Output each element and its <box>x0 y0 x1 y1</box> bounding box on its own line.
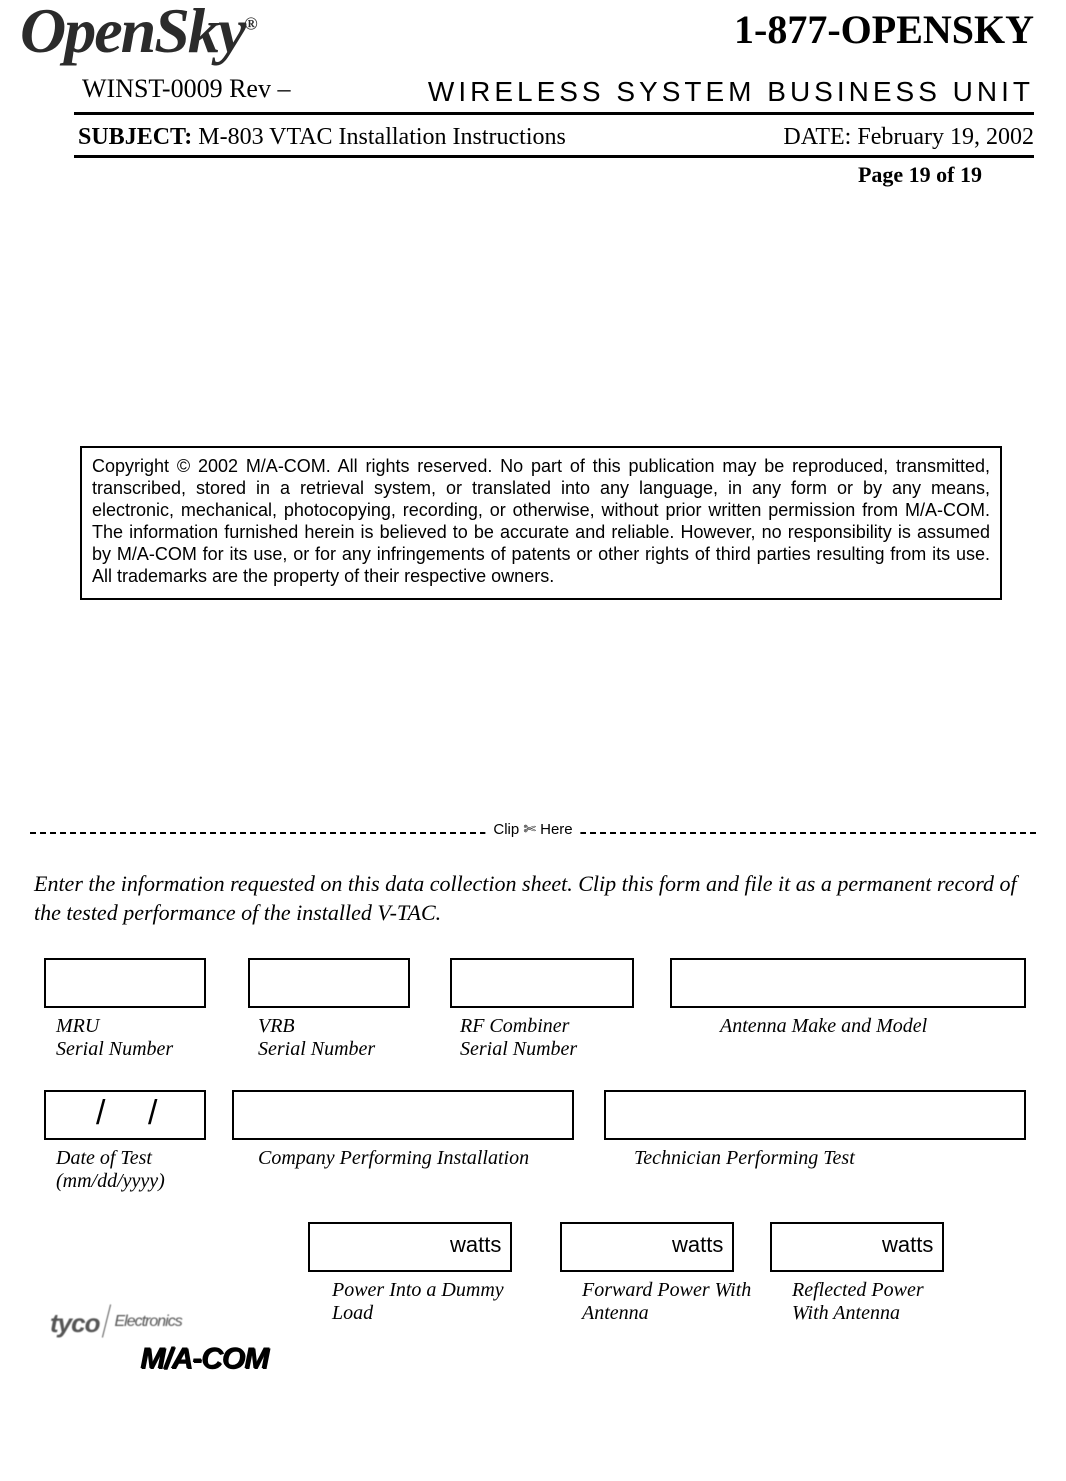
page-of: of <box>931 162 960 187</box>
technician-input[interactable] <box>604 1090 1026 1140</box>
form-instruction: Enter the information requested on this … <box>34 870 1032 927</box>
vrb-l1: VRB <box>258 1015 295 1037</box>
copyright-box: Copyright © 2002 M/A-COM. All rights res… <box>80 446 1002 600</box>
opensky-logo: OpenSky® <box>20 0 256 68</box>
date-text: February 19, 2002 <box>851 124 1034 150</box>
rf-l1: RF Combiner <box>460 1015 569 1037</box>
co-l1: Company Performing Installation <box>258 1147 529 1169</box>
dot-l1: Date of Test <box>56 1147 152 1169</box>
pdl-l1: Power Into a Dummy <box>332 1279 504 1301</box>
mru-serial-label: MRU Serial Number <box>56 1015 173 1061</box>
subject-label: SUBJECT: <box>78 124 192 150</box>
business-unit: WIRELESS SYSTEM BUSINESS UNIT <box>428 76 1034 108</box>
page-number: Page 19 of 19 <box>858 162 982 188</box>
clip-right: Here <box>536 821 573 838</box>
date-row: DATE: February 19, 2002 <box>783 124 1034 151</box>
page-label: Page <box>858 162 909 187</box>
date-of-test-input[interactable]: / / <box>44 1090 206 1140</box>
rf-combiner-serial-input[interactable] <box>450 958 634 1008</box>
tyco-text: tyco <box>50 1308 99 1338</box>
vrb-serial-input[interactable] <box>248 958 410 1008</box>
tyco-electronics-logo: tyco Electronics <box>50 1304 182 1339</box>
fp-l2: Antenna <box>582 1302 649 1324</box>
forward-power-label: Forward Power With Antenna <box>582 1279 751 1325</box>
registered-icon: ® <box>244 14 255 34</box>
rp-l1: Reflected Power <box>792 1279 924 1301</box>
dot-l2: (mm/dd/yyyy) <box>56 1170 165 1192</box>
subject-text: M-803 VTAC Installation Instructions <box>192 124 566 150</box>
date-label: DATE: <box>783 124 851 150</box>
page-total: 19 <box>960 162 982 187</box>
clip-label: Clip ✄ Here <box>485 820 580 838</box>
fp-l1: Forward Power With <box>582 1279 751 1301</box>
mru-l2: Serial Number <box>56 1038 173 1060</box>
header-rule-bottom <box>74 155 1034 158</box>
date-slash-2: / <box>148 1094 157 1133</box>
technician-label: Technician Performing Test <box>634 1147 855 1170</box>
vrb-l2: Serial Number <box>258 1038 375 1060</box>
phone-number: 1-877-OPENSKY <box>734 6 1034 53</box>
clip-here-line: Clip ✄ Here <box>30 820 1036 838</box>
page-current: 19 <box>909 162 931 187</box>
rf-l2: Serial Number <box>460 1038 577 1060</box>
tyco-separator <box>102 1304 111 1337</box>
mru-l1: MRU <box>56 1015 99 1037</box>
tech-l1: Technician Performing Test <box>634 1147 855 1169</box>
scissors-icon: ✄ <box>523 821 536 838</box>
watts-unit-1: watts <box>450 1232 501 1258</box>
watts-unit-3: watts <box>882 1232 933 1258</box>
rp-l2: With Antenna <box>792 1302 900 1324</box>
company-label: Company Performing Installation <box>258 1147 529 1170</box>
power-dummy-load-label: Power Into a Dummy Load <box>332 1279 504 1325</box>
rf-combiner-serial-label: RF Combiner Serial Number <box>460 1015 577 1061</box>
date-of-test-label: Date of Test (mm/dd/yyyy) <box>56 1147 165 1193</box>
mru-serial-input[interactable] <box>44 958 206 1008</box>
logo-text: OpenSky <box>20 0 244 66</box>
reflected-power-label: Reflected Power With Antenna <box>792 1279 924 1325</box>
clip-left: Clip <box>493 821 523 838</box>
date-slash-1: / <box>96 1094 105 1133</box>
antenna-make-model-label: Antenna Make and Model <box>720 1015 927 1038</box>
header-rule-top <box>74 112 1034 115</box>
antenna-make-model-input[interactable] <box>670 958 1026 1008</box>
document-id: WINST-0009 Rev – <box>82 74 290 104</box>
pdl-l2: Load <box>332 1302 373 1324</box>
copyright-text: Copyright © 2002 M/A-COM. All rights res… <box>92 456 990 586</box>
macom-logo: M/A-COM <box>140 1342 268 1376</box>
watts-unit-2: watts <box>672 1232 723 1258</box>
vrb-serial-label: VRB Serial Number <box>258 1015 375 1061</box>
tyco-sub: Electronics <box>114 1313 181 1330</box>
ant-l1: Antenna Make and Model <box>720 1015 927 1037</box>
company-input[interactable] <box>232 1090 574 1140</box>
